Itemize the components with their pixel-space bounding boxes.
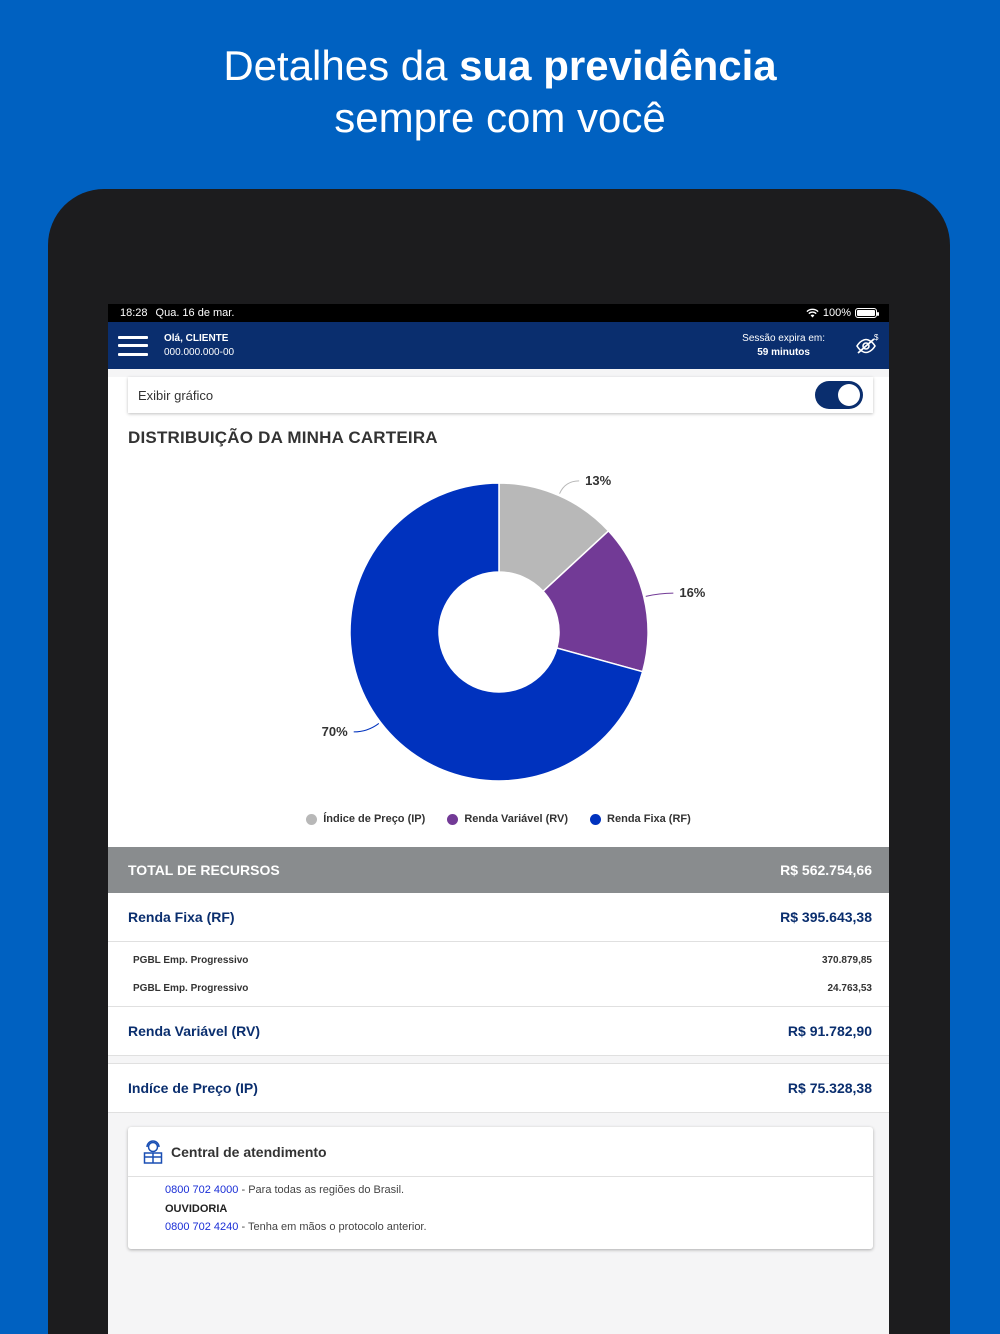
rv-row[interactable]: Renda Variável (RV) R$ 91.782,90 <box>108 1007 889 1056</box>
battery-percent: 100% <box>822 307 851 319</box>
rf-item-name: PGBL Emp. Progressivo <box>133 982 249 994</box>
total-label: TOTAL DE RECURSOS <box>128 862 280 878</box>
promo-headline: Detalhes da sua previdência sempre com v… <box>0 40 1000 144</box>
slice-label-ip: 13% <box>585 473 611 488</box>
hide-values-icon[interactable]: $ <box>855 334 879 356</box>
customer-service-icon <box>143 1139 163 1164</box>
chart-title: DISTRIBUIÇÃO DA MINHA CARTEIRA <box>128 428 438 447</box>
legend-label-rf: Renda Fixa (RF) <box>607 813 691 825</box>
total-value: R$ 562.754,66 <box>780 862 872 878</box>
status-time: 18:28 <box>120 307 148 319</box>
ouvidoria-label: OUVIDORIA <box>165 1202 228 1215</box>
support-line-1: 0800 702 4000 - Para todas as regiões do… <box>165 1181 873 1200</box>
ip-row[interactable]: Indíce de Preço (IP) R$ 75.328,38 <box>108 1064 889 1113</box>
chart-legend: Índice de Preço (IP) Renda Variável (RV)… <box>108 813 889 847</box>
slice-label-rf: 70% <box>322 724 348 739</box>
rf-item-value: 24.763,53 <box>827 982 873 994</box>
legend-item-rf: Renda Fixa (RF) <box>590 813 691 825</box>
slice-label-rv: 16% <box>679 585 705 600</box>
status-bar: 18:28 Qua. 16 de mar. 100% <box>108 304 889 322</box>
rf-item-value: 370.879,85 <box>821 954 872 966</box>
svg-text:$: $ <box>874 334 879 342</box>
promo-line-1: Detalhes da sua previdência <box>0 40 1000 92</box>
rv-label: Renda Variável (RV) <box>128 1023 261 1039</box>
content-area: Exibir gráfico DISTRIBUIÇÃO DA MINHA CAR… <box>108 377 889 1113</box>
leader-line <box>645 592 674 597</box>
rf-label: Renda Fixa (RF) <box>128 909 235 925</box>
user-greeting: Olá, CLIENTE 000.000.000-00 <box>164 332 234 360</box>
rf-items: PGBL Emp. Progressivo 370.879,85 PGBL Em… <box>108 942 889 1007</box>
legend-dot-rf <box>590 813 602 825</box>
promo-line-2: sempre com você <box>334 94 666 141</box>
support-title: Central de atendimento <box>171 1143 327 1160</box>
rv-value: R$ 91.782,90 <box>787 1023 872 1039</box>
phone-link-2[interactable]: 0800 702 4240 <box>165 1221 239 1233</box>
support-line-2: 0800 702 4240 - Tenha em mãos o protocol… <box>165 1218 873 1237</box>
support-body: 0800 702 4000 - Para todas as regiões do… <box>128 1177 873 1249</box>
phone-desc-2: - Tenha em mãos o protocolo anterior. <box>238 1221 427 1233</box>
legend-item-ip: Índice de Preço (IP) <box>306 813 425 825</box>
session-label: Sessão expira em: <box>742 333 825 344</box>
rf-row[interactable]: Renda Fixa (RF) R$ 395.643,38 <box>108 893 889 942</box>
list-item: PGBL Emp. Progressivo 370.879,85 <box>108 946 889 974</box>
support-header: Central de atendimento <box>128 1127 873 1177</box>
ip-value: R$ 75.328,38 <box>787 1080 872 1096</box>
legend-dot-ip <box>306 813 318 825</box>
app-header: Olá, CLIENTE 000.000.000-00 Sessão expir… <box>108 322 889 369</box>
total-resources-row: TOTAL DE RECURSOS R$ 562.754,66 <box>108 847 889 893</box>
slice-rf <box>349 482 644 782</box>
legend-label-ip: Índice de Preço (IP) <box>323 813 426 825</box>
leader-line <box>559 480 580 494</box>
spacer <box>108 1113 889 1127</box>
promo-line-1-light: Detalhes da <box>223 42 460 89</box>
rf-value: R$ 395.643,38 <box>780 909 872 925</box>
switch-knob <box>838 384 860 406</box>
session-timer: Sessão expira em: 59 minutos <box>742 332 825 360</box>
donut-chart-svg: 13% 16% 70% <box>322 473 706 782</box>
support-card: Central de atendimento 0800 702 4000 - P… <box>128 1127 873 1249</box>
phone-desc-1: - Para todas as regiões do Brasil. <box>238 1184 405 1196</box>
ip-label: Indíce de Preço (IP) <box>128 1080 258 1096</box>
slice-rv <box>542 529 649 673</box>
donut-chart: 13% 16% 70% <box>108 448 889 813</box>
show-chart-switch[interactable] <box>815 381 863 409</box>
session-value: 59 minutos <box>757 347 810 358</box>
divider <box>108 1056 889 1064</box>
slice-ip <box>498 482 610 593</box>
show-chart-label: Exibir gráfico <box>138 387 214 403</box>
rf-item-name: PGBL Emp. Progressivo <box>133 954 249 966</box>
greeting-name: Olá, CLIENTE <box>164 332 229 344</box>
legend-label-rv: Renda Variável (RV) <box>464 813 569 825</box>
list-item: PGBL Emp. Progressivo 24.763,53 <box>108 974 889 1002</box>
phone-link-1[interactable]: 0800 702 4000 <box>165 1184 239 1196</box>
app-screen: 18:28 Qua. 16 de mar. 100% Olá, CLIENTE … <box>108 304 889 1334</box>
promo-line-1-bold: sua previdência <box>459 42 777 89</box>
legend-item-rv: Renda Variável (RV) <box>447 813 568 825</box>
wifi-icon <box>806 308 819 318</box>
leader-line <box>353 723 380 733</box>
account-number: 000.000.000-00 <box>164 346 235 358</box>
battery-icon <box>855 308 879 318</box>
status-date: Qua. 16 de mar. <box>155 307 235 319</box>
legend-dot-rv <box>447 813 459 825</box>
menu-icon[interactable] <box>118 335 148 356</box>
show-chart-toggle-row: Exibir gráfico <box>128 377 873 413</box>
